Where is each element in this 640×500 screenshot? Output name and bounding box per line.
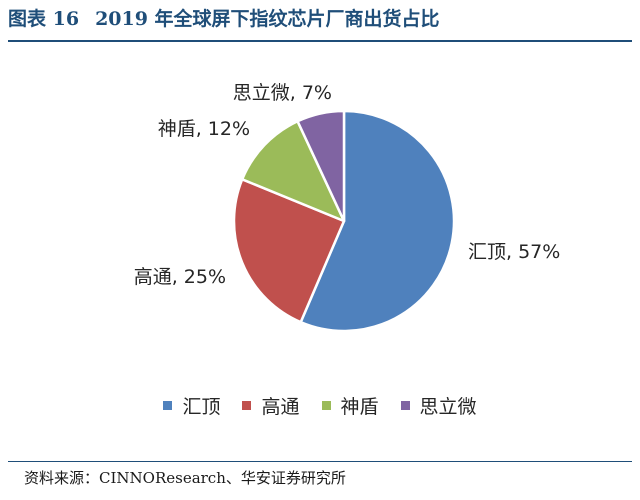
legend-label: 思立微 [419, 395, 477, 418]
source-note: 资料来源：CINNOResearch、华安证券研究所 [24, 469, 346, 487]
slice-qualcomm-label: 高通, 25% [134, 266, 226, 288]
legend-label: 神盾 [340, 395, 379, 418]
legend-swatch [400, 400, 410, 410]
legend-item-egis: 神盾 [321, 392, 379, 419]
slice-huiding-label: 汇顶, 57% [468, 241, 560, 263]
figure-number: 图表 16 [8, 8, 80, 30]
source-rule [8, 461, 632, 462]
slice-silead [296, 109, 346, 223]
legend-swatch [242, 400, 252, 410]
slice-qualcomm [232, 178, 346, 324]
chart-legend: 汇顶 高通 神盾 思立微 [0, 388, 640, 422]
legend-label: 汇顶 [182, 395, 221, 418]
figure-title-text: 2019 年全球屏下指纹芯片厂商出货占比 [95, 8, 440, 30]
legend-label: 高通 [261, 395, 300, 418]
legend-swatch [163, 400, 173, 410]
figure-title: 图表 16 2019 年全球屏下指纹芯片厂商出货占比 [8, 4, 632, 34]
slice-egis [240, 120, 346, 223]
legend-swatch [321, 400, 331, 410]
title-rule [8, 40, 632, 42]
legend-item-silead: 思立微 [400, 392, 477, 419]
legend-item-qualcomm: 高通 [242, 392, 300, 419]
slice-huiding [299, 109, 456, 333]
legend-item-huiding: 汇顶 [163, 392, 220, 419]
slice-silead-label: 思立微, 7% [233, 82, 332, 104]
slice-egis-label: 神盾, 12% [158, 118, 250, 140]
